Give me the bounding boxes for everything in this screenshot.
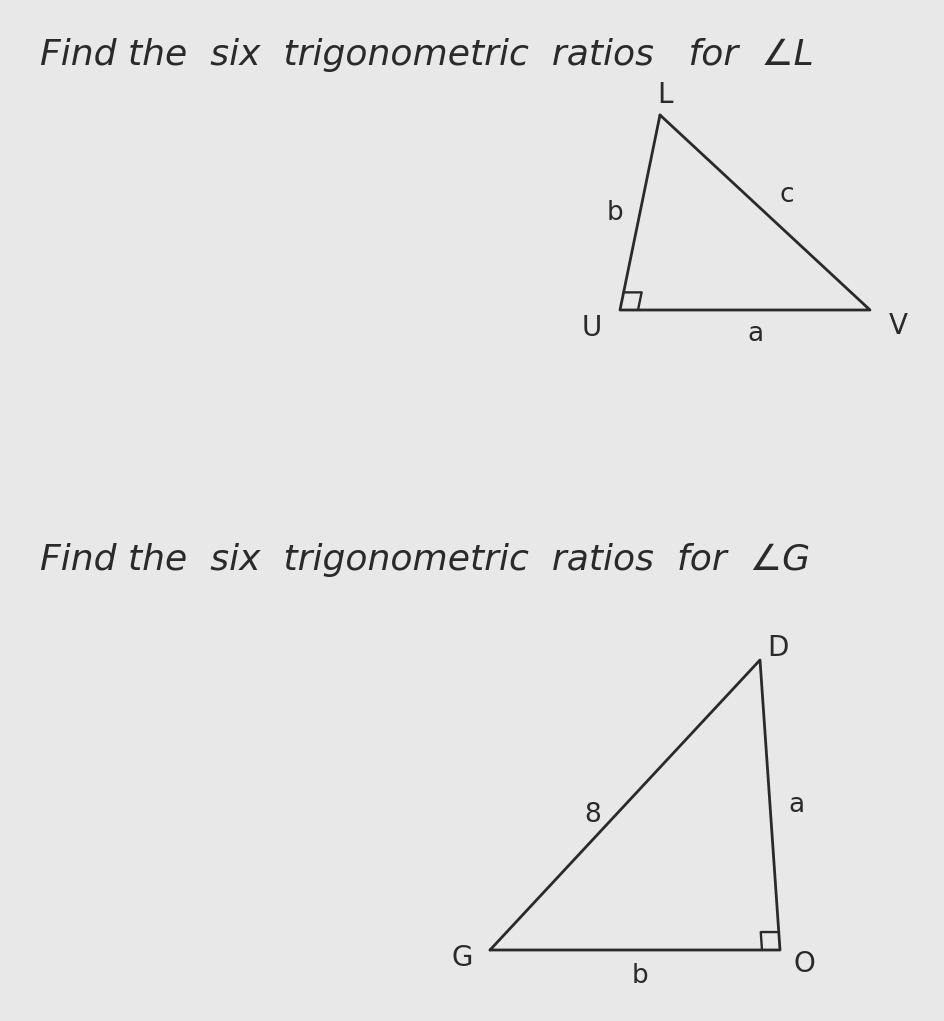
Text: L: L xyxy=(657,81,672,109)
Text: b: b xyxy=(631,963,648,989)
Text: D: D xyxy=(767,634,788,662)
Text: c: c xyxy=(779,182,794,207)
Text: a: a xyxy=(787,792,803,818)
Text: 8: 8 xyxy=(584,803,600,828)
Text: a: a xyxy=(746,321,762,347)
Text: Find the  six  trigonometric  ratios  for  ∠G: Find the six trigonometric ratios for ∠G xyxy=(40,543,809,577)
Text: V: V xyxy=(887,312,906,340)
Text: G: G xyxy=(451,944,472,972)
Text: O: O xyxy=(792,950,814,978)
Text: Find the  six  trigonometric  ratios   for  ∠L: Find the six trigonometric ratios for ∠L xyxy=(40,38,813,72)
Text: U: U xyxy=(582,314,601,342)
Text: b: b xyxy=(606,199,623,226)
